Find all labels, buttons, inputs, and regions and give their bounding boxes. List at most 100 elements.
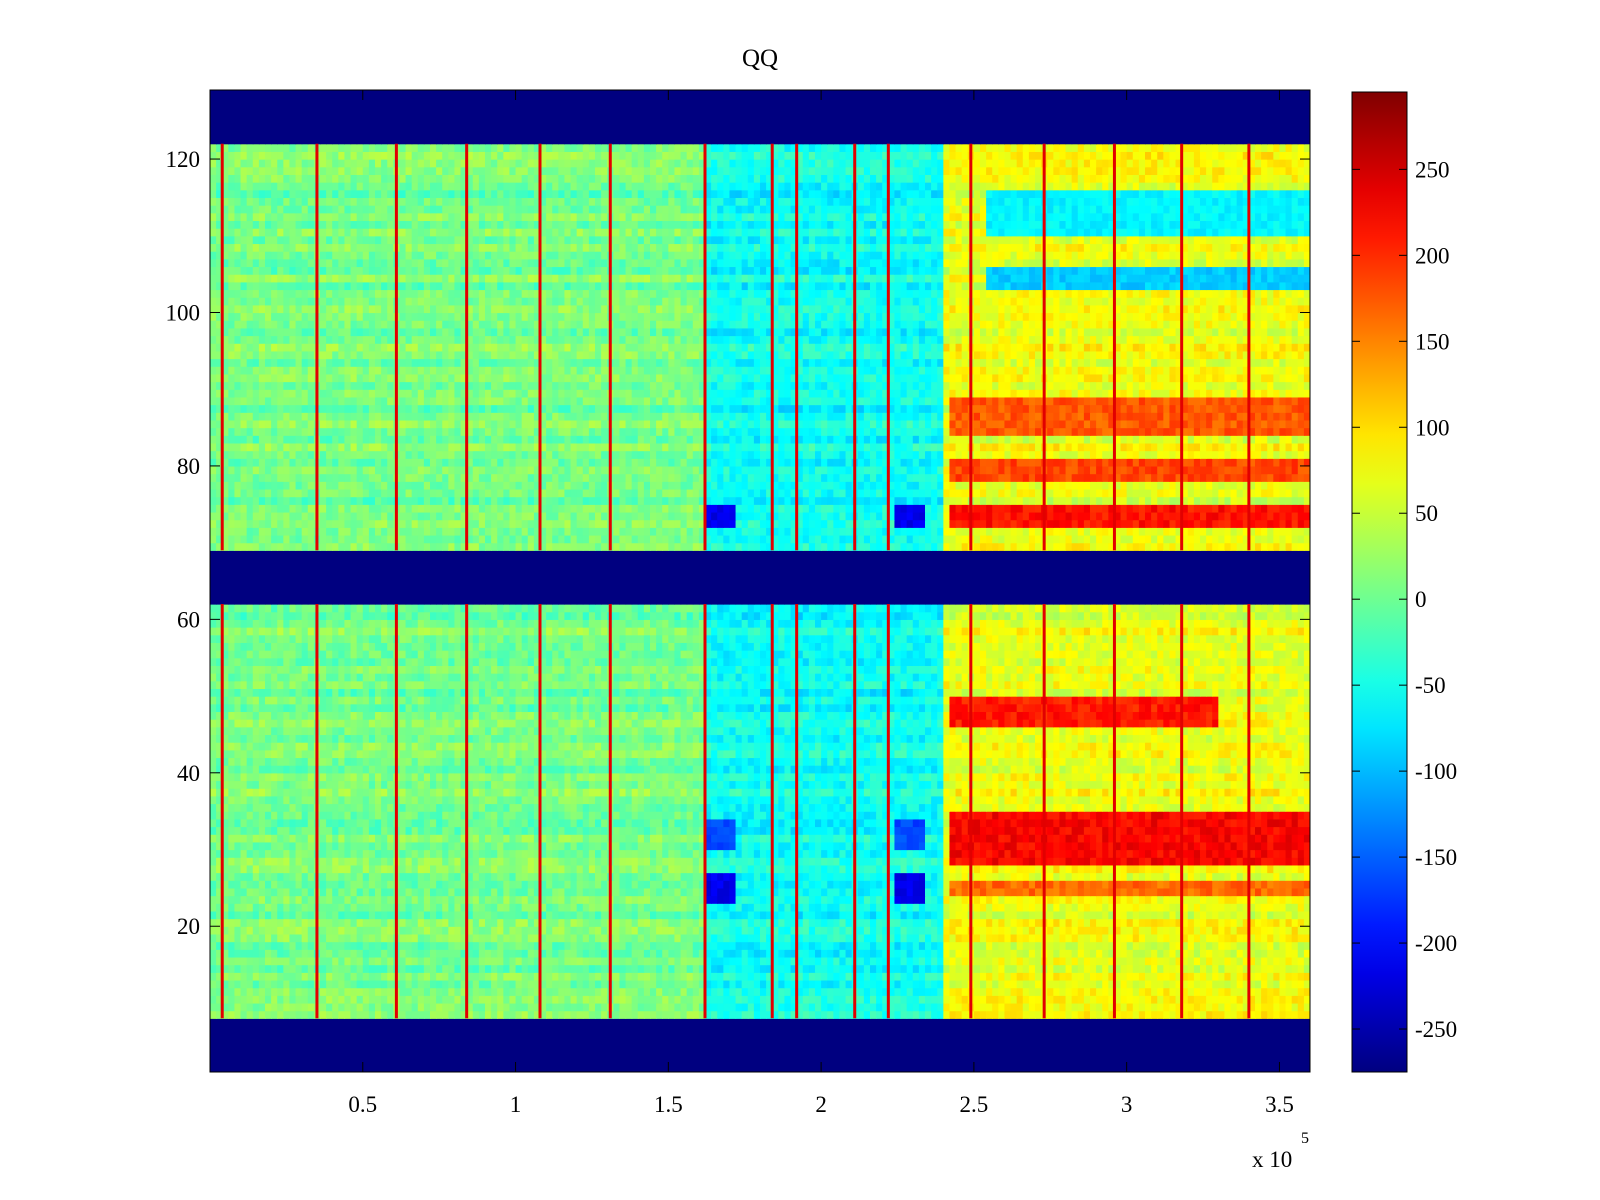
heatmap-cell [668,995,676,1004]
heatmap-cell [692,926,700,935]
heatmap-cell [216,910,223,920]
heatmap-cell [1261,1056,1268,1065]
heatmap-cell [1126,972,1134,981]
heatmap-cell [503,1048,511,1058]
heatmap-cell [478,895,486,904]
heatmap-cell [747,987,755,996]
heatmap-cell [1145,926,1152,935]
heatmap-cell [857,903,865,912]
heatmap-cell [821,1010,828,1019]
heatmap-cell [1035,857,1042,866]
heatmap-cell [912,1041,920,1050]
heatmap-cell [747,857,755,866]
heatmap-cell [631,1041,639,1050]
heatmap-cell [252,956,260,966]
heatmap-cell [1138,864,1146,874]
heatmap-cell [986,1025,993,1035]
heatmap-cell [344,1002,352,1012]
heatmap-cell [1242,1041,1250,1050]
heatmap-cell [375,1064,382,1072]
heatmap-cell [1108,1025,1116,1035]
heatmap-cell [222,956,229,966]
heatmap-cell [521,1056,529,1065]
heatmap-cell [411,1025,419,1035]
heatmap-cell [986,887,993,897]
heatmap-cell [497,1056,504,1065]
heatmap-cell [643,933,651,943]
heatmap-cell [558,995,566,1004]
heatmap-cell [631,1056,639,1065]
heatmap-cell [857,910,865,920]
heatmap-cell [1224,903,1232,912]
heatmap-cell [515,1033,523,1042]
heatmap-cell [747,864,755,874]
heatmap-cell [888,1010,896,1019]
heatmap-cell [411,979,419,989]
heatmap-cell [894,1010,902,1019]
heatmap-cell [436,964,443,973]
heatmap-cell [870,979,877,989]
heatmap-cell [863,1033,871,1042]
heatmap-cell [674,972,682,981]
heatmap-cell [986,1041,993,1050]
heatmap-cell [1236,979,1244,989]
heatmap-cell [900,857,908,866]
heatmap-cell [668,918,676,927]
heatmap-cell [998,910,1006,920]
heatmap-cell [1108,956,1116,966]
heatmap-cell [637,926,645,935]
heatmap-cell [741,857,749,866]
heatmap-cell [246,887,254,897]
chart-title: QQ [742,45,778,72]
heatmap-cell [821,1002,828,1012]
heatmap-cell [900,972,908,981]
heatmap-cell [1090,933,1097,943]
heatmap-cell [619,926,627,935]
heatmap-cell [375,864,382,874]
heatmap-cell [1120,933,1128,943]
heatmap-cell [711,910,718,920]
heatmap-cell [216,872,223,881]
heatmap-cell [1218,1033,1226,1042]
heatmap-cell [558,956,566,966]
heatmap-cell [619,949,627,958]
heatmap-cell [381,1056,388,1065]
heatmap-cell [772,979,779,989]
heatmap-cell [1053,864,1061,874]
heatmap-cell [240,903,248,912]
heatmap-cell [986,1056,993,1065]
heatmap-cell [564,1056,572,1065]
heatmap-cell [387,895,394,904]
heatmap-cell [1230,864,1238,874]
heatmap-cell [356,1002,364,1012]
heatmap-cell [674,995,682,1004]
heatmap-cell [423,987,431,996]
heatmap-cell [766,956,773,966]
heatmap-cell [1151,972,1158,981]
heatmap-cell [576,1056,584,1065]
heatmap-cell [1169,941,1177,950]
heatmap-cell [503,1041,511,1050]
heatmap-cell [1035,1033,1042,1042]
heatmap-cell [1248,987,1256,996]
heatmap-cell [1151,1064,1158,1072]
heatmap-cell [1114,872,1122,881]
heatmap-cell [271,995,278,1004]
heatmap-cell [943,872,951,881]
heatmap-cell [271,1056,278,1065]
heatmap-cell [625,964,633,973]
heatmap-cell [295,987,303,996]
heatmap-cell [876,964,883,973]
heatmap-cell [802,918,810,927]
heatmap-cell [1120,903,1128,912]
heatmap-cell [210,1041,217,1050]
heatmap-cell [894,887,902,897]
heatmap-cell [362,1010,370,1019]
heatmap-cell [943,910,951,920]
heatmap-cell [271,1018,278,1027]
heatmap-cell [411,903,419,912]
heatmap-cell [1267,1048,1274,1058]
heatmap-cell [619,910,627,920]
heatmap-cell [1236,933,1244,943]
heatmap-cell [362,887,370,897]
